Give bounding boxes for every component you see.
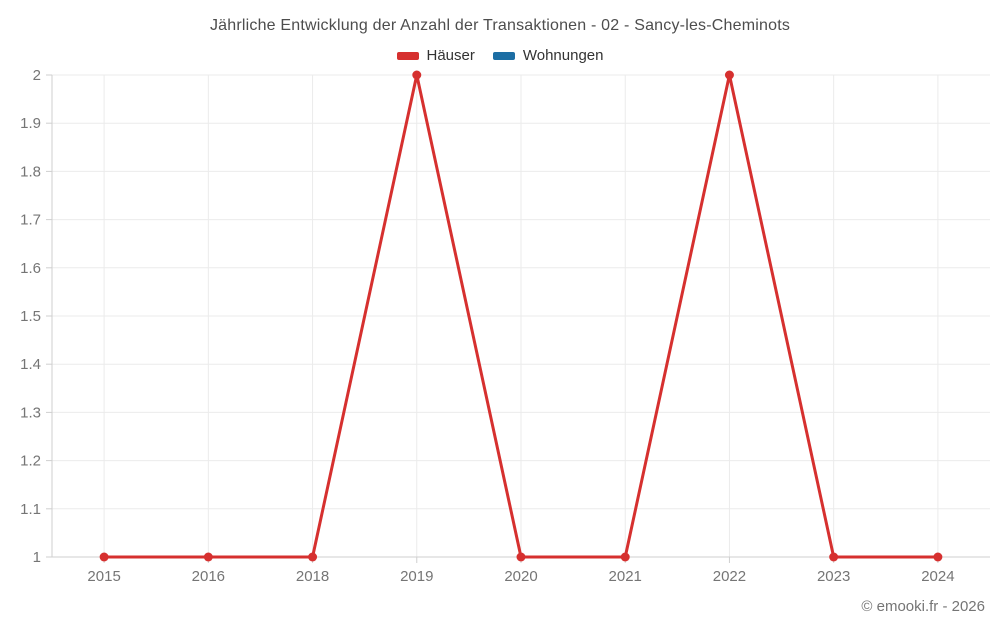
x-axis-label: 2016	[192, 568, 225, 585]
data-point[interactable]	[308, 552, 318, 562]
y-axis-label: 1	[33, 549, 41, 566]
y-axis-label: 1.6	[20, 260, 41, 277]
y-axis-label: 2	[33, 67, 41, 84]
legend-swatch-haeuser-icon	[396, 51, 419, 60]
chart-title: Jährliche Entwicklung der Anzahl der Tra…	[209, 17, 791, 34]
y-axis-label: 1.5	[20, 308, 41, 325]
x-axis-label: 2022	[713, 568, 746, 585]
legend-swatch-wohnungen-icon	[492, 51, 515, 60]
legend-label-wohnungen: Wohnungen	[522, 47, 604, 64]
data-point[interactable]	[203, 552, 213, 562]
y-axis-label: 1.9	[20, 115, 41, 132]
data-point[interactable]	[99, 552, 109, 562]
y-axis-label: 1.7	[20, 212, 41, 229]
y-axis-label: 1.3	[20, 404, 41, 421]
legend-label-haeuser: Häuser	[426, 47, 475, 64]
x-axis-label: 2023	[817, 568, 850, 585]
y-axis-label: 1.2	[20, 453, 41, 470]
x-axis-label: 2024	[921, 568, 954, 585]
legend-item-haeuser[interactable]: Häuser	[396, 47, 475, 64]
x-axis-label: 2015	[87, 568, 120, 585]
data-point[interactable]	[516, 552, 526, 562]
x-axis-label: 2020	[504, 568, 537, 585]
legend: Häuser Wohnungen	[0, 47, 1000, 64]
x-axis-label: 2018	[296, 568, 329, 585]
x-axis-label: 2019	[400, 568, 433, 585]
y-axis-label: 1.8	[20, 163, 41, 180]
data-point[interactable]	[724, 70, 734, 80]
legend-item-wohnungen[interactable]: Wohnungen	[492, 47, 604, 64]
data-point[interactable]	[412, 70, 422, 80]
y-axis-label: 1.4	[20, 356, 41, 373]
data-point[interactable]	[829, 552, 839, 562]
copyright: © emooki.fr - 2026	[861, 598, 985, 615]
y-axis-label: 1.1	[20, 501, 41, 518]
x-axis-label: 2021	[609, 568, 642, 585]
data-point[interactable]	[620, 552, 630, 562]
data-point[interactable]	[933, 552, 943, 562]
